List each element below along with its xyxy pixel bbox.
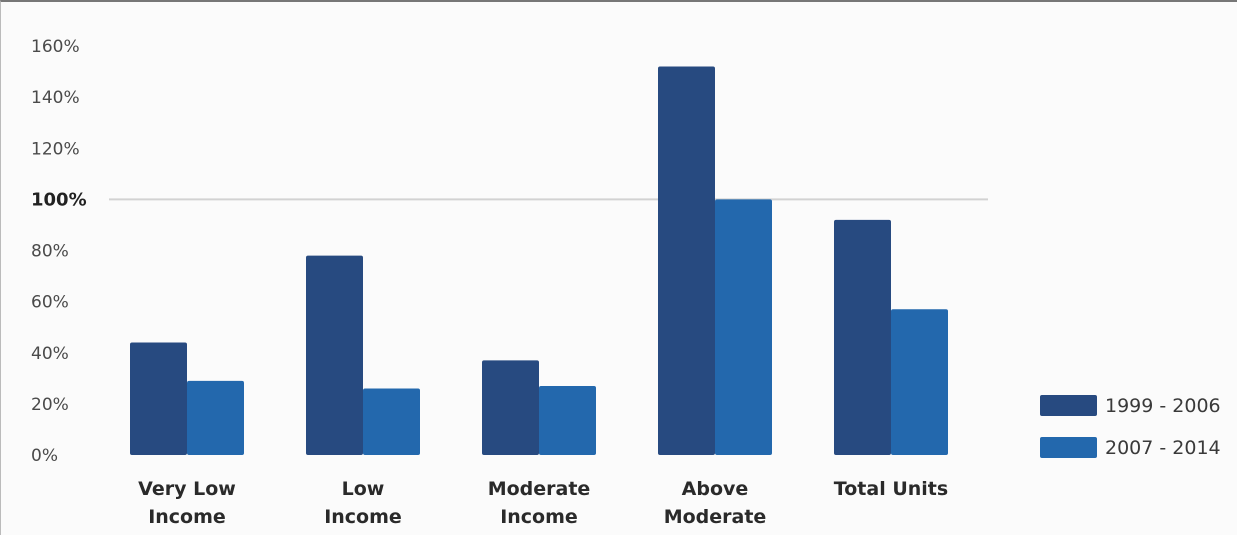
y-tick-label: 40% xyxy=(31,344,69,364)
bar-series-1 xyxy=(482,360,539,455)
y-tick-label: 160% xyxy=(31,37,80,57)
x-tick-label: Total Units xyxy=(834,478,948,500)
y-tick-label: 60% xyxy=(31,293,69,313)
legend-label: 1999 - 2006 xyxy=(1105,395,1221,417)
legend-swatch xyxy=(1040,395,1097,416)
y-tick-label: 20% xyxy=(31,395,69,415)
y-tick-label: 120% xyxy=(31,139,80,159)
x-tick-label: Above Moderate xyxy=(664,478,767,528)
x-axis: Very Low Income Low Income Moderate Income Abo… xyxy=(138,478,948,528)
bar-series-2 xyxy=(363,388,420,455)
bar-series-2 xyxy=(715,199,772,455)
x-tick-label: Moderate Income xyxy=(488,478,591,528)
y-tick-label: 100% xyxy=(31,189,87,210)
legend: 1999 - 2006 2007 - 2014 xyxy=(1040,395,1221,459)
y-tick-label: 0% xyxy=(31,446,58,466)
bar-series-1 xyxy=(834,219,891,455)
x-tick-label: Low Income xyxy=(324,478,402,528)
y-tick-label: 80% xyxy=(31,242,69,262)
bar-series-1 xyxy=(658,66,715,455)
bars xyxy=(130,66,948,455)
bar-series-1 xyxy=(306,255,363,455)
y-tick-label: 140% xyxy=(31,88,80,108)
bar-series-1 xyxy=(130,342,187,455)
bar-series-2 xyxy=(539,385,596,455)
legend-label: 2007 - 2014 xyxy=(1105,437,1221,459)
y-axis: 0% 20% 40% 60% 80% 100% 120% 140% 160% xyxy=(31,37,87,466)
legend-swatch xyxy=(1040,437,1097,458)
x-tick-label: Very Low Income xyxy=(138,478,236,528)
bar-series-2 xyxy=(187,380,244,455)
bar-series-2 xyxy=(891,309,948,455)
